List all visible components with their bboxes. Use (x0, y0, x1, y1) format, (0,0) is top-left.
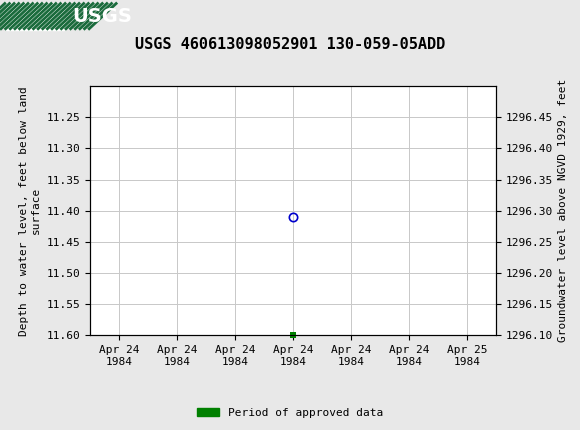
Text: USGS 460613098052901 130-059-05ADD: USGS 460613098052901 130-059-05ADD (135, 37, 445, 52)
Legend: Period of approved data: Period of approved data (193, 403, 387, 422)
Y-axis label: Depth to water level, feet below land
surface: Depth to water level, feet below land su… (19, 86, 41, 335)
Text: USGS: USGS (72, 6, 132, 26)
Bar (6, 3, 64, 30)
Y-axis label: Groundwater level above NGVD 1929, feet: Groundwater level above NGVD 1929, feet (559, 79, 568, 342)
